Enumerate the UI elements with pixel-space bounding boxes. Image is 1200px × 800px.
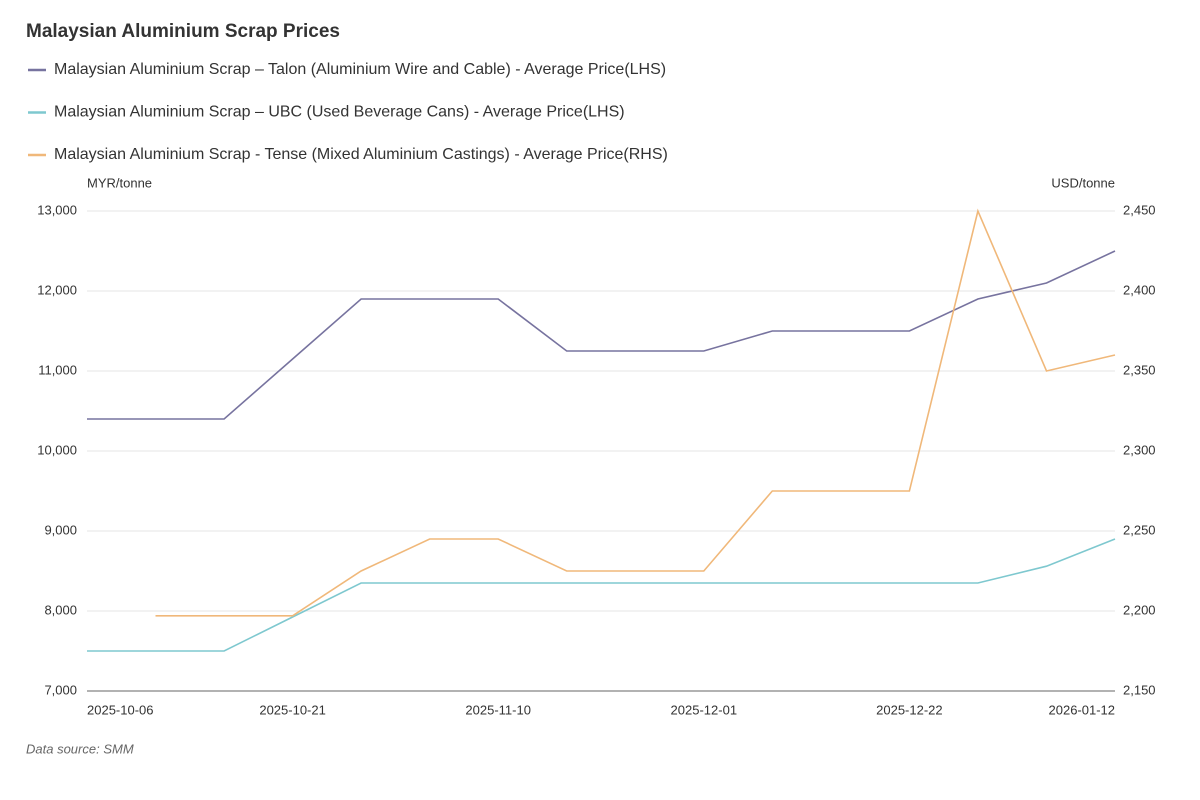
y-tick-label: 11,000 [38,362,77,377]
y-tick-label: 12,000 [37,282,77,297]
y2-tick-label: 2,250 [1123,522,1156,537]
y2-axis-label: USD/tonne [1051,175,1115,190]
y2-tick-label: 2,150 [1123,682,1156,697]
series-line [87,250,1116,420]
series-line [155,208,1116,617]
x-tick-label: 2026-01-12 [1049,702,1116,717]
x-tick-label: 2025-10-06 [87,702,154,717]
y-tick-label: 10,000 [37,442,77,457]
y2-tick-label: 2,300 [1123,442,1156,457]
x-tick-label: 2025-11-10 [465,702,531,717]
y-tick-label: 8,000 [44,602,77,617]
legend-label: Malaysian Aluminium Scrap – UBC (Used Be… [54,104,625,121]
x-tick-label: 2025-10-21 [259,702,326,717]
x-tick-label: 2025-12-22 [876,702,943,717]
legend-label: Malaysian Aluminium Scrap - Tense (Mixed… [54,146,668,163]
y2-tick-label: 2,450 [1123,202,1156,217]
y2-tick-label: 2,350 [1123,362,1156,377]
y-tick-label: 9,000 [44,522,77,537]
y2-tick-label: 2,200 [1123,602,1156,617]
series-line [87,538,1116,652]
legend-label: Malaysian Aluminium Scrap – Talon (Alumi… [54,61,666,78]
x-tick-label: 2025-12-01 [671,702,738,717]
y-tick-label: 7,000 [44,682,77,697]
y-axis-label: MYR/tonne [87,175,152,190]
chart-title: Malaysian Aluminium Scrap Prices [26,21,340,42]
y-tick-label: 13,000 [37,202,77,217]
y2-tick-label: 2,400 [1123,282,1156,297]
source-note: Data source: SMM [26,741,134,756]
